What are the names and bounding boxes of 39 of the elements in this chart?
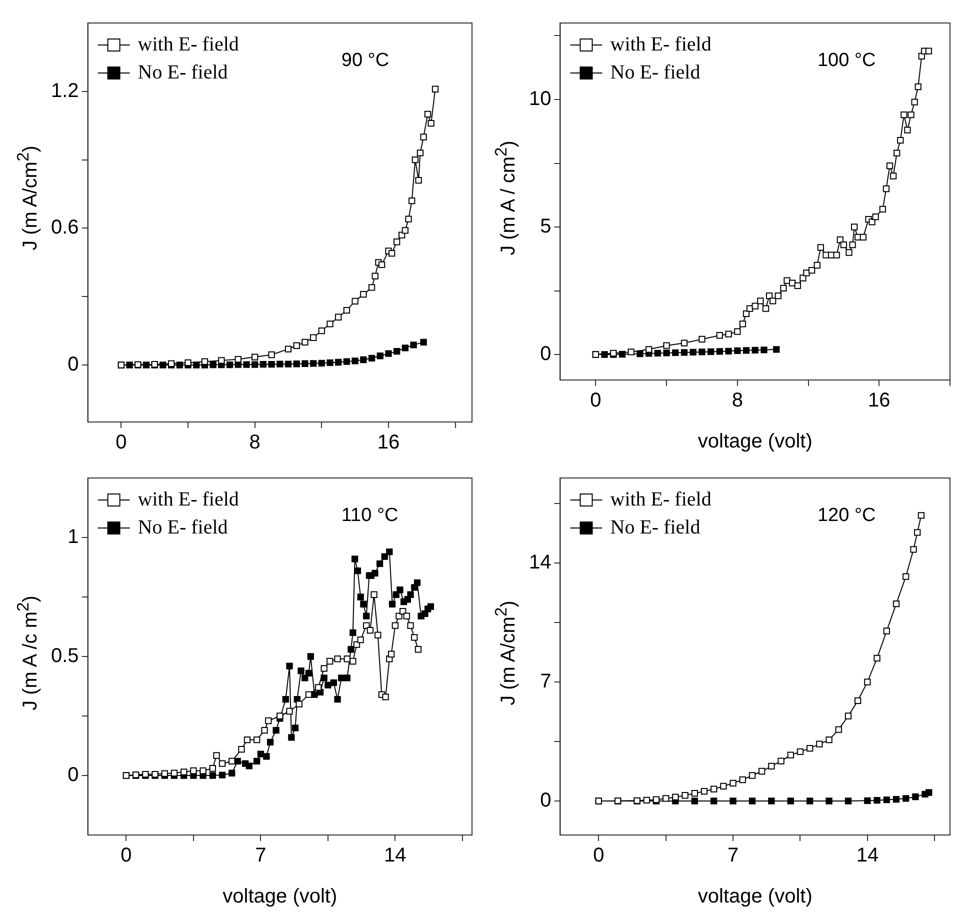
x-tick-label: 0: [590, 390, 602, 412]
x-axis-title: voltage (volt): [698, 430, 812, 453]
y-tick-label: 1.2: [50, 80, 79, 102]
x-tick-label: 14: [384, 844, 406, 867]
annotation: 110 °C: [341, 505, 398, 526]
x-axis-title: voltage (volt): [222, 886, 338, 908]
x-tick-label: 16: [868, 390, 890, 412]
x-tick-label: 8: [249, 432, 260, 454]
x-tick-label: 8: [732, 390, 743, 412]
x-tick-label: 0: [120, 844, 132, 867]
x-axis-title: voltage (volt): [698, 886, 812, 908]
y-tick-label: 10: [528, 88, 552, 110]
legend-label: with E- field: [138, 33, 239, 56]
x-tick-label: 0: [116, 432, 127, 454]
y-tick-label: 0: [540, 343, 552, 366]
legend-label: with E- field: [610, 488, 712, 510]
x-tick-label: 16: [377, 432, 400, 454]
legend-label: with E- field: [610, 33, 712, 56]
x-tick-label: 7: [255, 844, 266, 867]
x-tick-label: 14: [856, 844, 879, 867]
annotation: 100 °C: [817, 50, 876, 72]
y-tick-label: 0.5: [50, 645, 79, 668]
y-tick-label: 14: [528, 552, 552, 574]
legend-label: No E- field: [138, 61, 228, 84]
y-tick-label: 5: [540, 216, 552, 238]
annotation: 90 °C: [341, 50, 390, 72]
legend-label: No E- field: [610, 61, 700, 84]
legend-label: with E- field: [138, 488, 239, 510]
x-tick-label: 0: [593, 844, 604, 867]
y-tick-label: 0: [68, 764, 79, 786]
y-tick-label: 0.6: [50, 216, 79, 239]
y-tick-label: 0: [540, 790, 552, 812]
y-tick-label: 1: [68, 526, 79, 548]
y-tick-label: 7: [540, 670, 552, 693]
legend-label: No E- field: [610, 516, 700, 538]
y-tick-label: 0: [68, 354, 79, 376]
annotation: 120 °C: [817, 505, 876, 526]
legend-label: No E- field: [138, 516, 228, 538]
x-tick-label: 7: [727, 844, 739, 867]
